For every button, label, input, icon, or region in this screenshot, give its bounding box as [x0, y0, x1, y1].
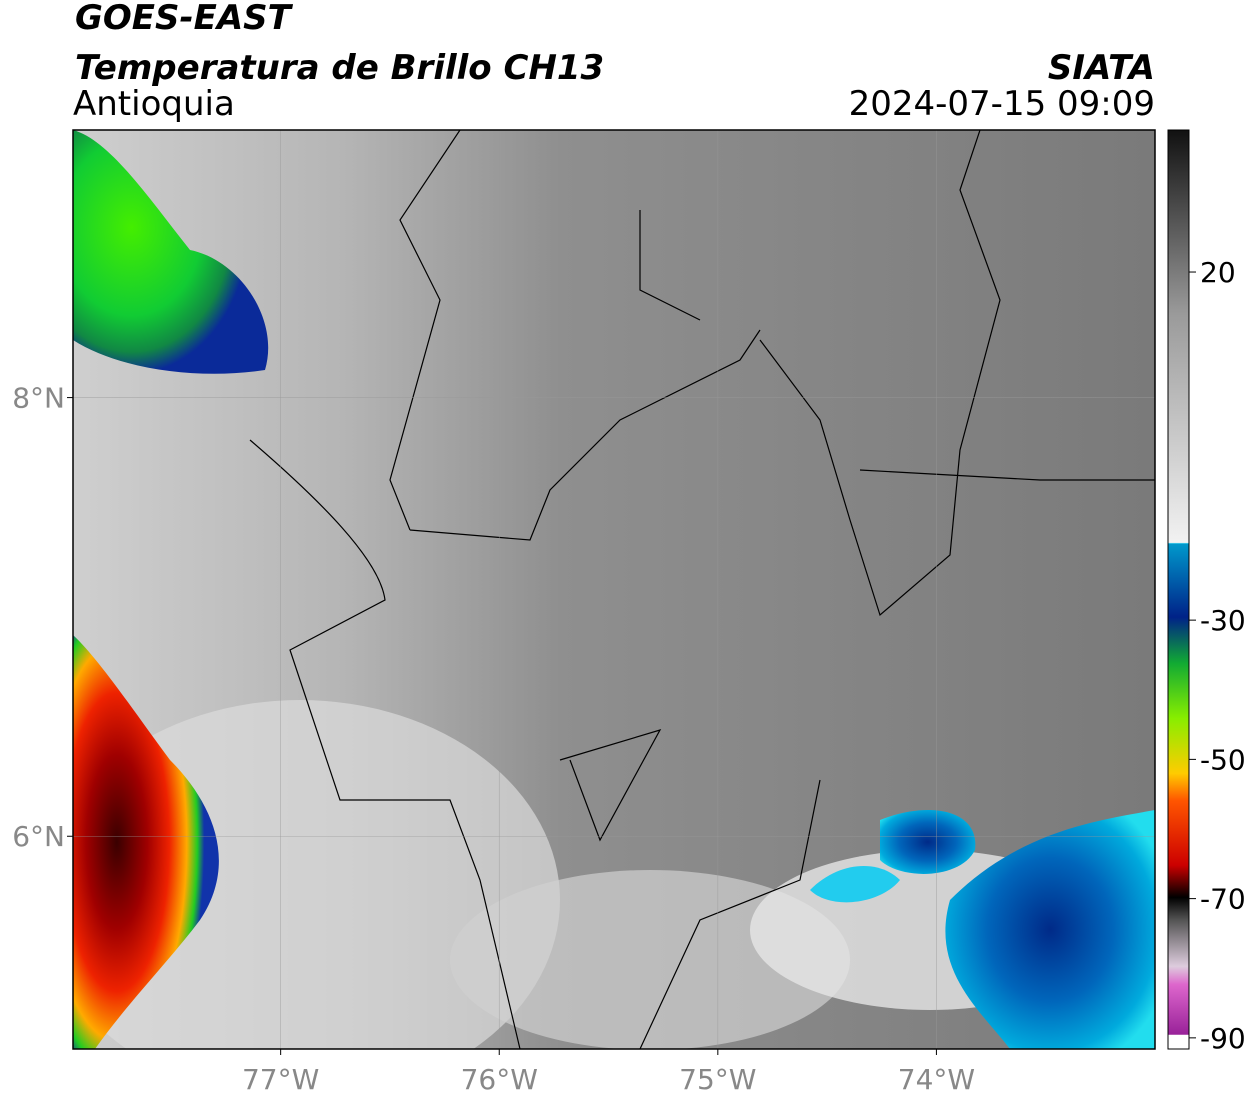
colorbar-tick-label: -30: [1200, 604, 1246, 637]
map-image: [73, 130, 1155, 1049]
y-tick-label: 6°N: [12, 820, 65, 853]
region: Antioquia: [73, 84, 235, 124]
subtitle: Temperatura de Brillo CH13: [75, 48, 604, 88]
x-tick-label: 75°W: [679, 1063, 756, 1096]
title: GOES-EAST: [75, 0, 294, 38]
colorbar-ticks: 20 -30 -50 -70 -90: [1189, 256, 1246, 1055]
colorbar: [1167, 129, 1190, 1050]
source: SIATA: [1048, 48, 1155, 88]
y-tick-label: 8°N: [12, 382, 65, 415]
colorbar-tick-label: 20: [1200, 256, 1236, 289]
x-tick-label: 76°W: [461, 1063, 538, 1096]
colorbar-tick-label: -50: [1200, 743, 1246, 776]
graticule: 77°W 76°W 75°W 74°W 8°N 6°N: [12, 130, 1155, 1096]
colorbar-tick-label: -90: [1200, 1022, 1246, 1055]
x-tick-label: 74°W: [898, 1063, 975, 1096]
map-frame: [72, 129, 1156, 1050]
colorbar-tick-label: -70: [1200, 883, 1246, 916]
x-tick-label: 77°W: [242, 1063, 319, 1096]
datetime: 2024-07-15 09:09: [849, 84, 1155, 124]
